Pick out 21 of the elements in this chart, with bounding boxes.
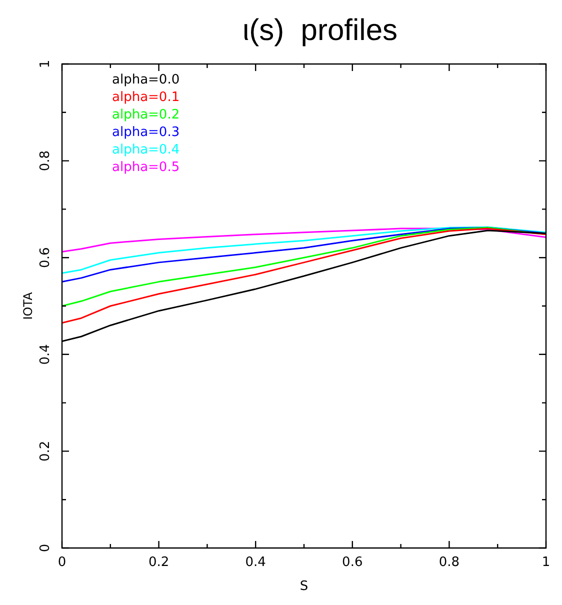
x-tick-label: 0.8 <box>438 554 460 570</box>
x-tick-label: 0 <box>58 554 66 570</box>
chart-title: ι(s) profiles <box>242 14 398 47</box>
text: alpha=0.1 <box>112 90 180 105</box>
y-tick-label: 0 <box>38 544 53 552</box>
text: alpha=0.2 <box>112 107 180 122</box>
y-tick-label: 0.4 <box>38 344 53 365</box>
y-tick-label: 0.8 <box>38 150 53 172</box>
y-axis-title: IOTA <box>21 291 36 320</box>
y-tick-label: 0.6 <box>38 247 53 268</box>
x-axis-title: S <box>300 578 308 594</box>
y-tick-label: 0.2 <box>38 440 53 462</box>
text: alpha=0.5 <box>112 160 180 175</box>
y-tick-label: 1 <box>38 60 53 68</box>
text: alpha=0.4 <box>112 142 180 158</box>
text: alpha=0.3 <box>112 124 180 140</box>
x-tick-label: 1 <box>542 554 550 570</box>
x-tick-label: 0.4 <box>245 554 266 570</box>
x-tick-label: 0.2 <box>148 554 170 570</box>
legend-label: alpha=0.0 <box>112 72 180 88</box>
x-tick-label: 0.6 <box>342 554 363 570</box>
